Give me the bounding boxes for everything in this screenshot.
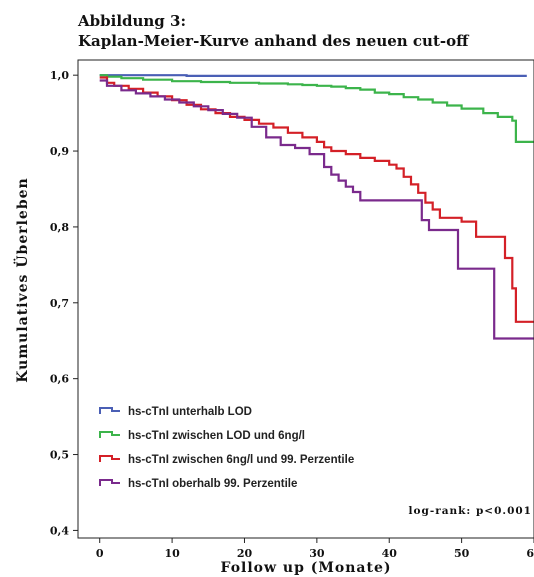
x-tick-label: 50 (454, 547, 470, 560)
x-tick-label: 30 (309, 547, 325, 560)
legend: hs-cTnI unterhalb LOD hs-cTnI zwischen LO… (99, 406, 354, 490)
series-line-1 (99, 74, 527, 77)
series-line-2 (99, 74, 534, 143)
series-line-4 (99, 79, 534, 340)
x-tick-label: 10 (164, 547, 180, 560)
x-axis-label: Follow up (Monate) (221, 560, 392, 576)
legend-label-4: hs-cTnI oberhalb 99. Perzentile (128, 478, 297, 490)
legend-swatch-3 (99, 455, 120, 462)
legend-label-1: hs-cTnI unterhalb LOD (128, 406, 252, 418)
y-tick-label: 0,7 (50, 297, 69, 310)
legend-swatch-2 (99, 431, 120, 438)
y-tick-label: 1,0 (50, 69, 69, 82)
x-axis-ticks: 0 10 20 30 40 50 60 (96, 538, 534, 560)
legend-swatch-1 (99, 407, 120, 414)
y-tick-label: 0,8 (50, 221, 69, 234)
y-tick-label: 0,9 (50, 145, 69, 158)
x-tick-label: 40 (382, 547, 398, 560)
x-tick-label: 20 (237, 547, 253, 560)
y-tick-label: 0,5 (50, 449, 69, 462)
legend-label-3: hs-cTnI zwischen 6ng/l und 99. Perzentil… (128, 454, 354, 466)
y-tick-label: 0,6 (50, 373, 69, 386)
legend-label-2: hs-cTnI zwischen LOD und 6ng/l (128, 430, 305, 442)
x-tick-label: 0 (96, 547, 104, 560)
y-axis-ticks: 0,4 0,5 0,6 0,7 0,8 0,9 1,0 (50, 69, 78, 537)
series-line-3 (99, 76, 534, 323)
y-tick-label: 0,4 (50, 524, 69, 537)
chart-title-line2: Kaplan-Meier-Kurve anhand des neuen cut-… (78, 32, 470, 50)
x-tick-label: 60 (526, 547, 534, 560)
log-rank-annotation: log-rank: p<0.001 (409, 505, 533, 517)
chart-title-line1: Abbildung 3: (77, 12, 186, 30)
series-lines (99, 74, 534, 340)
y-axis-label: Kumulatives Überleben (12, 177, 31, 382)
plot-frame (77, 59, 534, 539)
legend-swatch-4 (99, 479, 120, 486)
